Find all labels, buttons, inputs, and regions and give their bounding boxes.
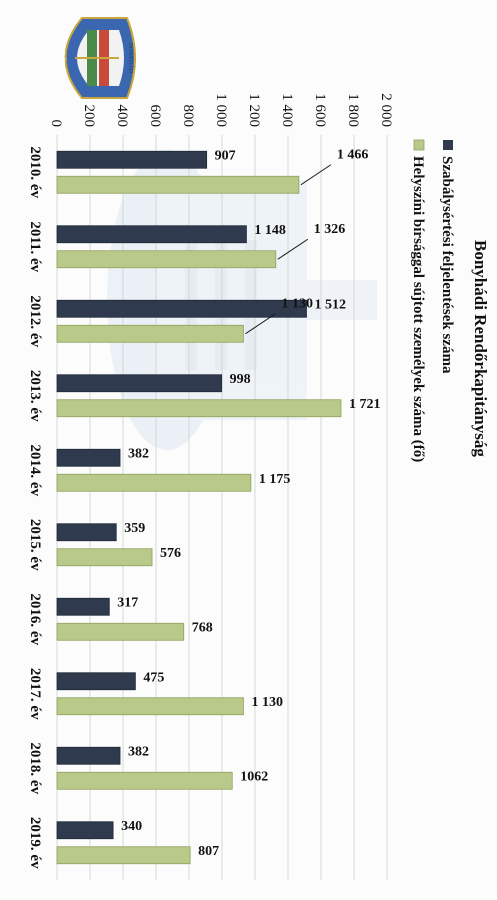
logo-text-bottom: RENDŐRSÉG <box>59 40 67 77</box>
bar-series-2 <box>57 698 243 715</box>
data-label-series-1: 340 <box>121 819 142 834</box>
y-tick-label: 400 <box>114 105 130 128</box>
data-label-series-1: 317 <box>117 596 138 611</box>
bar-series-2 <box>57 251 276 268</box>
x-category-label: 2010. év <box>27 146 43 198</box>
bar-series-1 <box>57 375 222 392</box>
bar-series-1 <box>57 226 246 243</box>
data-label-series-1: 382 <box>128 745 149 760</box>
y-tick-label: 200 <box>81 105 97 128</box>
y-tick-label: 1 600 <box>312 93 328 127</box>
data-label-series-2: 1 175 <box>259 472 291 487</box>
data-label-series-2: 1062 <box>240 770 268 785</box>
legend-swatch-series-2 <box>414 140 424 150</box>
bar-series-2 <box>57 325 243 342</box>
bar-series-2 <box>57 474 251 491</box>
y-tick-label: 0 <box>48 120 64 128</box>
legend: Szabálysértési feljelentések száma Helys… <box>410 140 455 462</box>
y-tick-label: 2 000 <box>378 93 394 127</box>
x-axis-categories: 2010. év 2011. év 2012. év 2013. év 2014. év… <box>27 146 43 869</box>
bar-series-2 <box>57 623 184 640</box>
data-label-series-2: 1 130 <box>281 297 313 312</box>
x-category-label: 2012. év <box>27 295 43 347</box>
data-label-series-2: 1 721 <box>349 397 381 412</box>
data-label-series-2: 1 326 <box>314 222 346 237</box>
bar-series-1 <box>57 598 109 615</box>
x-category-label: 2018. év <box>27 742 43 794</box>
y-tick-label: 1 200 <box>246 93 262 127</box>
x-category-label: 2011. év <box>27 221 43 272</box>
data-label-series-2: 1 466 <box>337 148 369 163</box>
bar-series-2 <box>57 400 341 417</box>
data-label-series-1: 998 <box>230 372 251 387</box>
bar-series-2 <box>57 176 299 193</box>
grid-lines <box>57 135 387 880</box>
data-label-series-1: 907 <box>215 149 236 164</box>
data-label-series-1: 1 148 <box>254 223 285 238</box>
bar-series-1 <box>57 449 120 466</box>
x-category-label: 2015. év <box>27 519 43 571</box>
x-category-label: 2016. év <box>27 593 43 645</box>
bar-series-2 <box>57 847 190 864</box>
data-label-series-2: 807 <box>198 844 219 859</box>
data-label-series-2: 768 <box>192 621 213 636</box>
bar-series-1 <box>57 822 113 839</box>
x-category-label: 2014. év <box>27 444 43 496</box>
data-label-series-1: 475 <box>143 670 164 685</box>
y-tick-label: 800 <box>180 105 196 128</box>
data-label-series-1: 359 <box>124 521 145 536</box>
legend-label-series-2: Helyszíni bírsággal sújtott személyek sz… <box>410 156 426 462</box>
y-tick-label: 1 400 <box>279 93 295 127</box>
callout-line <box>301 165 331 185</box>
y-tick-label: 1 000 <box>213 93 229 127</box>
data-label-series-2: 1 130 <box>251 695 283 710</box>
bar-series-1 <box>57 151 207 168</box>
y-tick-label: 1 800 <box>345 93 361 127</box>
bar-series-2 <box>57 772 232 789</box>
data-label-series-2: 576 <box>160 546 181 561</box>
chart-title: Bonyhádi Rendőrkapitányság <box>471 240 490 457</box>
x-category-label: 2019. év <box>27 817 43 869</box>
x-category-label: 2013. év <box>27 370 43 422</box>
bar-series-1 <box>57 673 135 690</box>
police-logo: BONYHÁD RENDŐRSÉG <box>59 18 135 98</box>
bar-series-1 <box>57 747 120 764</box>
legend-swatch-series-1 <box>443 140 453 150</box>
legend-label-series-1: Szabálysértési feljelentések száma <box>439 156 455 374</box>
bar-series-1 <box>57 524 116 541</box>
logo-text-top: BONYHÁD <box>127 43 135 74</box>
bar-series-1 <box>57 300 306 317</box>
data-label-series-1: 382 <box>128 447 149 462</box>
x-category-label: 2017. év <box>27 668 43 720</box>
bar-series-2 <box>57 549 152 566</box>
data-label-series-1: 1 512 <box>314 298 346 313</box>
y-tick-label: 600 <box>147 105 163 128</box>
